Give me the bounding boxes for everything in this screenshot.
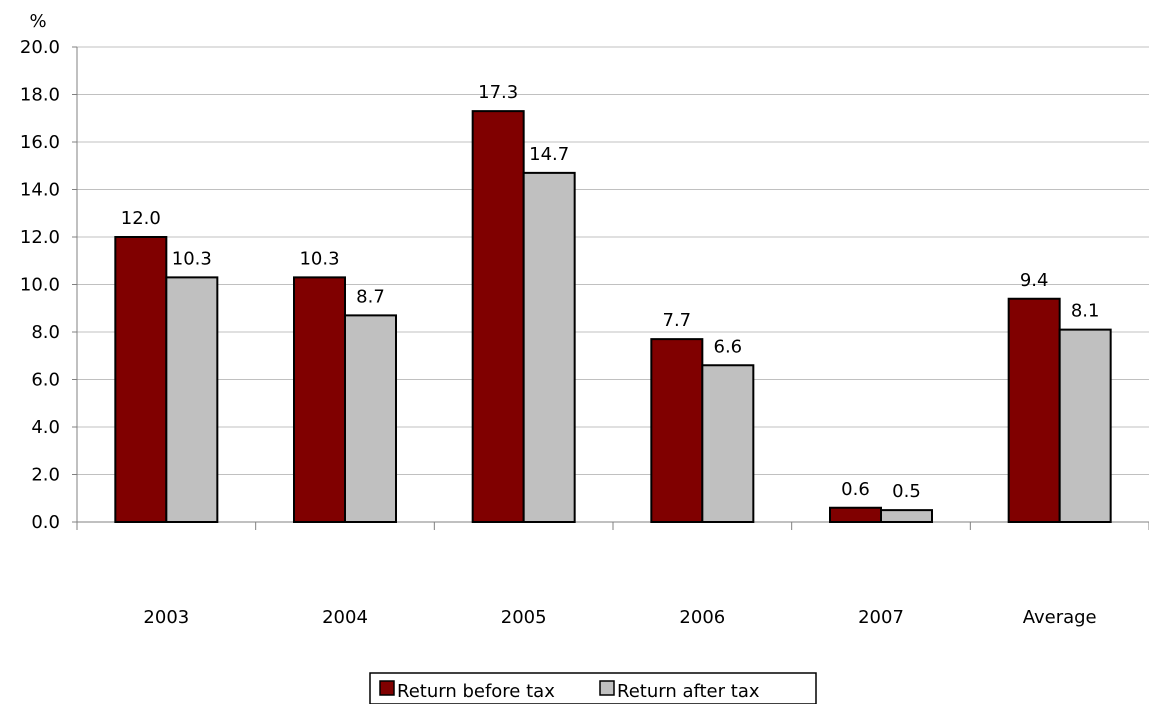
- legend-border: [369, 672, 817, 704]
- bar-return-after-tax-2005: [522, 171, 576, 523]
- data-label-return-after-tax-2007: 0.5: [892, 481, 921, 502]
- y-tick-label: 8.0: [31, 322, 60, 343]
- bar-return-before-tax-2006: [650, 338, 704, 523]
- bar-return-before-tax-average: [1007, 297, 1061, 523]
- y-tick-label: 12.0: [20, 227, 60, 248]
- data-label-return-before-tax-average: 9.4: [1020, 270, 1049, 291]
- y-tick-label: 4.0: [31, 417, 60, 438]
- y-tick-label: 18.0: [20, 85, 60, 106]
- gridlines: [77, 46, 1149, 475]
- bar-return-after-tax-2003: [165, 276, 219, 523]
- x-tick-label-2003: 2003: [143, 607, 189, 628]
- bar-return-after-tax-2007: [880, 509, 933, 523]
- x-tick-label-2006: 2006: [679, 607, 725, 628]
- bar-return-before-tax-2007: [829, 506, 882, 523]
- legend-label-return-after-tax: Return after tax: [617, 681, 760, 702]
- bar-return-after-tax-2004: [344, 314, 397, 523]
- y-tick-label: 10.0: [20, 275, 60, 296]
- data-label-return-before-tax-2004: 10.3: [299, 248, 339, 269]
- bar-return-before-tax-2003: [114, 236, 168, 523]
- data-label-return-after-tax-average: 8.1: [1071, 301, 1100, 322]
- bar-return-after-tax-2006: [701, 364, 755, 523]
- axes: 0.0 2.0 4.0 6.0 8.0 10.0 12.0 14.0 16.0 18.0 20.0 2…: [20, 37, 1149, 628]
- data-label-return-before-tax-2003: 12.0: [121, 208, 161, 229]
- legend-swatch-return-after-tax: [599, 680, 615, 696]
- data-label-return-after-tax-2003: 10.3: [172, 248, 212, 269]
- x-tick-label-2005: 2005: [501, 607, 547, 628]
- legend-swatch-return-before-tax: [379, 680, 395, 696]
- data-label-return-after-tax-2006: 6.6: [714, 336, 743, 357]
- data-label-return-before-tax-2005: 17.3: [478, 82, 518, 103]
- y-tick-label: 2.0: [31, 465, 60, 486]
- y-axis-unit-label: %: [29, 11, 46, 32]
- y-tick-label: 20.0: [20, 37, 60, 58]
- bars: [114, 110, 1112, 523]
- x-tick-label-2004: 2004: [322, 607, 368, 628]
- legend: Return before tax Return after tax: [369, 672, 817, 704]
- data-labels: 12.0 10.3 10.3 8.7 17.3 14.7 7.7 6.6 0.6 0.5 9.4 8.…: [121, 82, 1100, 502]
- y-tick-label: 0.0: [31, 512, 60, 533]
- x-tick-label-2007: 2007: [858, 607, 904, 628]
- bar-return-before-tax-2004: [293, 276, 346, 523]
- data-label-return-after-tax-2004: 8.7: [356, 286, 385, 307]
- bar-return-before-tax-2005: [471, 110, 525, 523]
- data-label-return-before-tax-2007: 0.6: [841, 479, 870, 500]
- y-tick-label: 6.0: [31, 370, 60, 391]
- y-tick-label: 14.0: [20, 180, 60, 201]
- y-tick-label: 16.0: [20, 132, 60, 153]
- legend-label-return-before-tax: Return before tax: [397, 681, 555, 702]
- data-label-return-after-tax-2005: 14.7: [529, 144, 569, 165]
- x-tick-label-average: Average: [1023, 607, 1097, 628]
- data-label-return-before-tax-2006: 7.7: [663, 310, 692, 331]
- bar-return-after-tax-average: [1058, 328, 1112, 523]
